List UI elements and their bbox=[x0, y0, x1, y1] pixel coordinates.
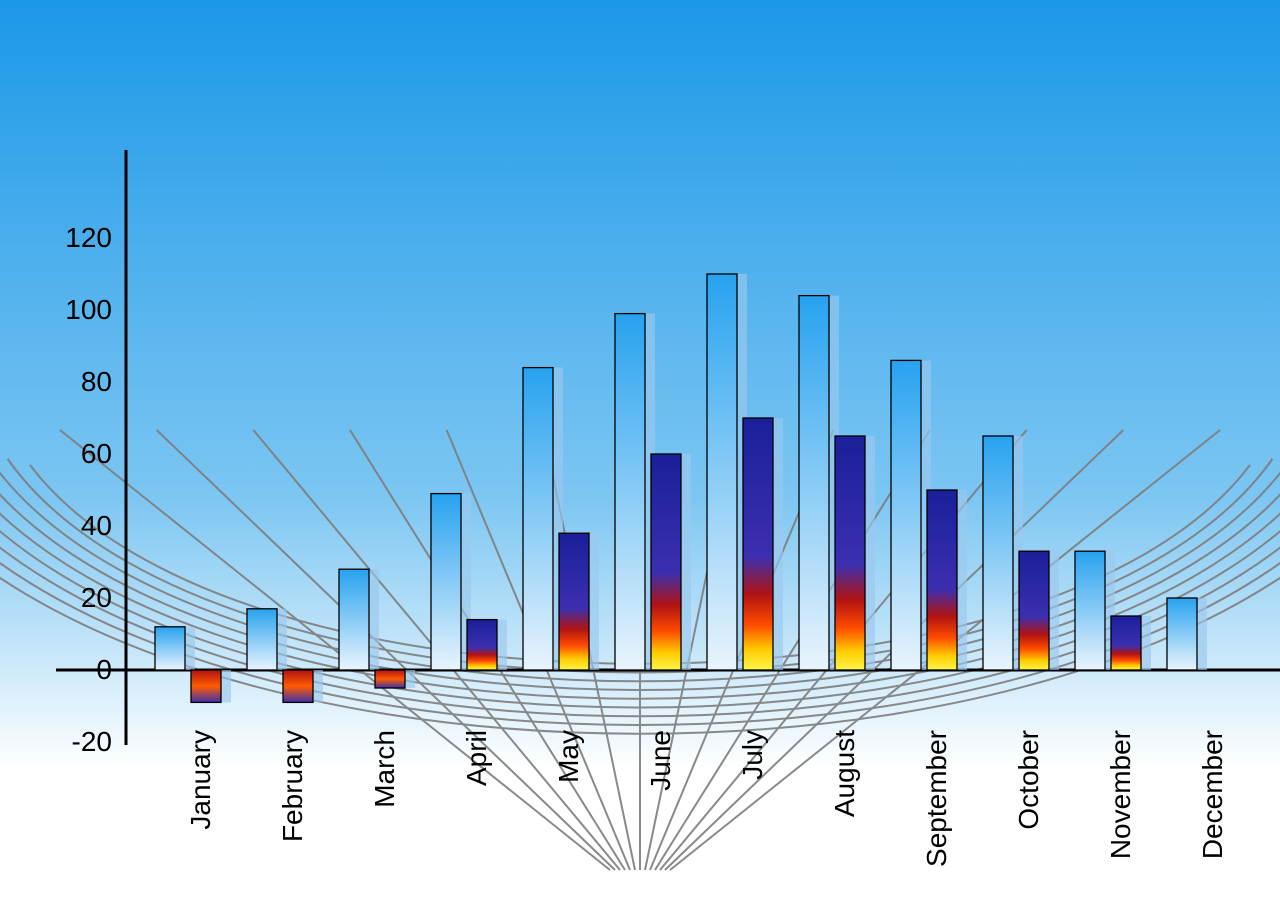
series2-bar bbox=[1019, 551, 1049, 670]
x-tick-label: May bbox=[553, 730, 585, 783]
series1-bar bbox=[707, 274, 737, 670]
series2-bar bbox=[283, 670, 313, 702]
x-tick-label: October bbox=[1013, 730, 1045, 830]
x-tick-label: February bbox=[277, 730, 309, 842]
series2-bar bbox=[927, 490, 957, 670]
series2-bar bbox=[743, 418, 773, 670]
series2-bar bbox=[375, 670, 405, 688]
series1-bar bbox=[523, 368, 553, 670]
series1-bar bbox=[1075, 551, 1105, 670]
x-tick-label: July bbox=[737, 730, 769, 780]
series1-bar bbox=[431, 494, 461, 670]
y-tick-label: 100 bbox=[65, 294, 112, 326]
series2-bar bbox=[559, 533, 589, 670]
y-tick-label: 20 bbox=[81, 582, 112, 614]
series2-bar bbox=[1111, 616, 1141, 670]
x-tick-label: March bbox=[369, 730, 401, 808]
series2-bar bbox=[467, 620, 497, 670]
y-tick-label: -20 bbox=[72, 726, 112, 758]
y-tick-label: 40 bbox=[81, 510, 112, 542]
x-tick-label: June bbox=[645, 730, 677, 791]
chart-container: -20 0 20 40 60 80 100 120 January February March Ap… bbox=[0, 0, 1280, 905]
series1-bar bbox=[247, 609, 277, 670]
x-tick-label: April bbox=[461, 730, 493, 786]
series1-bar bbox=[155, 627, 185, 670]
y-tick-label: 60 bbox=[81, 438, 112, 470]
y-tick-label: 80 bbox=[81, 366, 112, 398]
x-tick-label: January bbox=[185, 730, 217, 830]
x-tick-label: August bbox=[829, 730, 861, 817]
series1-bar bbox=[615, 314, 645, 670]
y-tick-label: 120 bbox=[65, 222, 112, 254]
series2-bar bbox=[191, 670, 221, 702]
series1-bar bbox=[339, 569, 369, 670]
series1-bar bbox=[891, 360, 921, 670]
series1-bar bbox=[1167, 598, 1197, 670]
x-tick-label: September bbox=[921, 730, 953, 867]
x-tick-label: December bbox=[1197, 730, 1229, 859]
y-tick-label: 0 bbox=[96, 654, 112, 686]
series1-bar bbox=[983, 436, 1013, 670]
series1-bar bbox=[799, 296, 829, 670]
series2-bar bbox=[835, 436, 865, 670]
x-tick-label: November bbox=[1105, 730, 1137, 859]
series2-bar bbox=[651, 454, 681, 670]
